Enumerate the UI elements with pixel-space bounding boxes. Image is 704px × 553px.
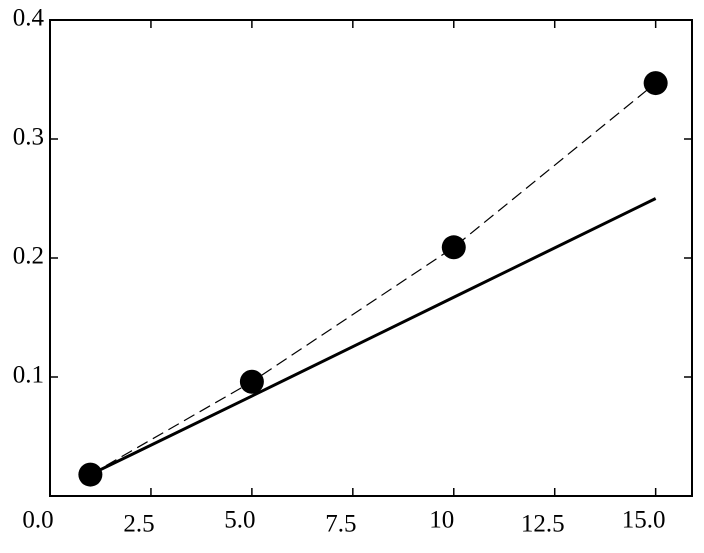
x-tick-label: 12.5 (521, 511, 565, 538)
plot-frame (49, 19, 693, 497)
series-line (89, 197, 657, 476)
x-tick-label: 15.0 (622, 507, 666, 534)
y-tick-label: 0.2 (13, 243, 44, 270)
x-tick-label: 7.5 (325, 511, 356, 538)
y-tick-label: 0.1 (13, 362, 44, 389)
y-tick-label: 0.4 (13, 5, 45, 32)
x-tick-label: 10 (429, 507, 454, 534)
x-tick-label: 2.5 (123, 511, 154, 538)
x-tick-label: 0.0 (22, 507, 53, 534)
y-tick-label: 0.3 (13, 124, 44, 151)
series-line (90, 82, 657, 476)
x-tick-label: 5.0 (224, 507, 255, 534)
data-point (441, 235, 466, 260)
